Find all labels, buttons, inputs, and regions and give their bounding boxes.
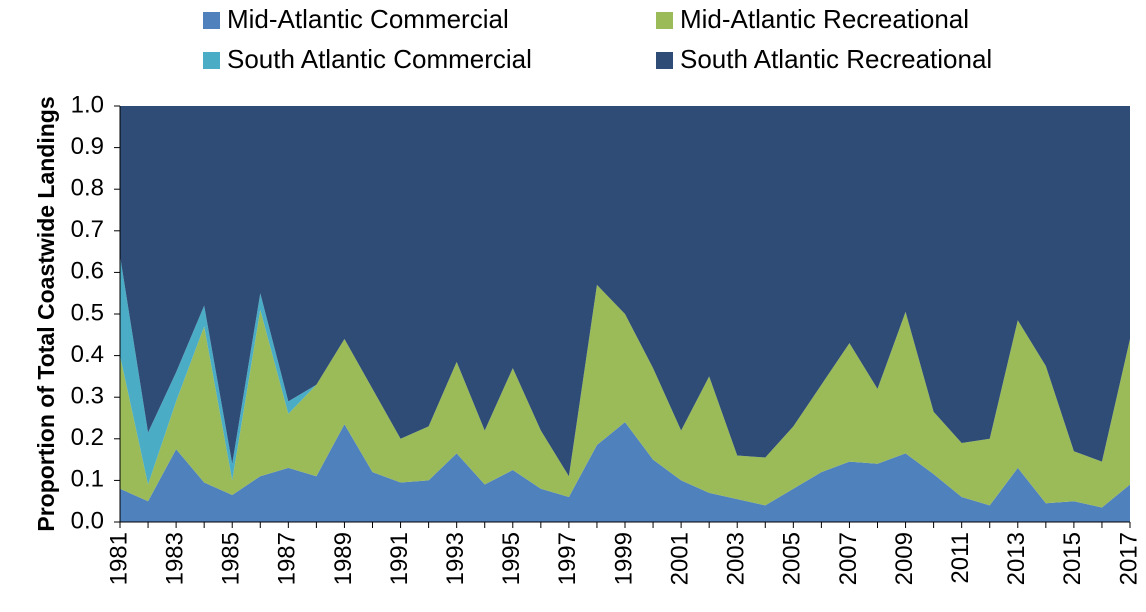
y-tick-label: 0.8: [71, 175, 104, 202]
x-tick-label: 1991: [386, 532, 413, 585]
area: [120, 106, 1130, 477]
x-tick-label: 1995: [498, 532, 525, 585]
legend-label: South Atlantic Commercial: [227, 44, 532, 74]
x-tick-label: 2015: [1059, 532, 1086, 585]
area: [120, 284, 1130, 508]
legend-label: Mid-Atlantic Recreational: [680, 4, 969, 34]
x-tick-label: 2013: [1003, 532, 1030, 585]
legend-swatch: [203, 12, 220, 29]
y-tick-label: 0.5: [71, 299, 104, 326]
x-tick-label: 1993: [442, 532, 469, 585]
area: [120, 422, 1130, 522]
legend-label: South Atlantic Recreational: [680, 44, 992, 74]
legend-swatch: [656, 12, 673, 29]
x-tick-label: 1983: [161, 532, 188, 585]
x-tick-label: 1987: [274, 532, 301, 585]
x-tick-label: 2005: [779, 532, 806, 585]
y-tick-label: 0.7: [71, 216, 104, 243]
legend-swatch: [203, 52, 220, 69]
y-tick-label: 1.0: [71, 91, 104, 118]
x-tick-label: 2017: [1115, 532, 1142, 585]
y-tick-label: 0.4: [71, 341, 104, 368]
y-tick-label: 0.3: [71, 383, 104, 410]
x-tick-label: 1999: [610, 532, 637, 585]
legend-swatch: [656, 52, 673, 69]
x-tick-label: 2009: [891, 532, 918, 585]
y-tick-label: 0.9: [71, 133, 104, 160]
legend-label: Mid-Atlantic Commercial: [227, 4, 509, 34]
y-tick-label: 0.1: [71, 466, 104, 493]
x-tick-label: 1989: [330, 532, 357, 585]
x-tick-label: 1997: [554, 532, 581, 585]
x-tick-label: 2001: [666, 532, 693, 585]
x-tick-label: 1985: [218, 532, 245, 585]
x-tick-label: 2011: [947, 532, 974, 584]
x-tick-label: 1981: [105, 532, 132, 585]
y-tick-label: 0.0: [71, 507, 104, 534]
x-tick-label: 2003: [723, 532, 750, 585]
y-axis-title: Proportion of Total Coastwide Landings: [33, 96, 59, 531]
y-tick-label: 0.2: [71, 424, 104, 451]
y-tick-label: 0.6: [71, 258, 104, 285]
x-tick-label: 2007: [835, 532, 862, 585]
